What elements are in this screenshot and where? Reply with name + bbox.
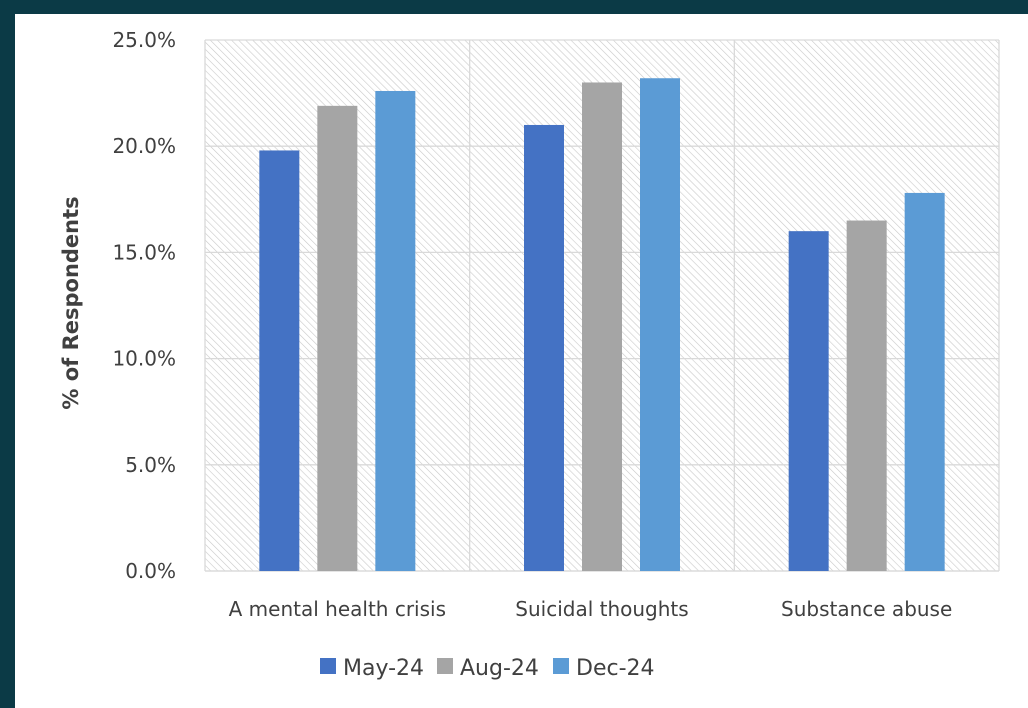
x-axis-ticks: A mental health crisis Suicidal thoughts S… <box>229 597 953 621</box>
bar <box>846 220 887 572</box>
bar <box>259 150 300 571</box>
legend-item: May-24 <box>320 656 424 681</box>
y-tick-label: 15.0% <box>112 240 176 264</box>
bar <box>375 90 416 571</box>
bars <box>259 78 945 572</box>
legend-label: Aug-24 <box>460 656 539 681</box>
legend-swatch <box>437 658 453 674</box>
bar <box>317 105 358 572</box>
bar <box>788 231 829 571</box>
legend-item: Dec-24 <box>553 656 655 681</box>
legend-item: Aug-24 <box>437 656 539 681</box>
x-tick-label: A mental health crisis <box>229 597 446 621</box>
legend: May-24 Aug-24 Dec-24 <box>320 656 655 681</box>
bar <box>524 124 564 572</box>
legend-label: May-24 <box>343 656 424 681</box>
y-tick-label: 25.0% <box>112 28 176 52</box>
bar <box>640 78 680 572</box>
y-tick-label: 10.0% <box>112 347 176 371</box>
y-tick-label: 20.0% <box>112 134 176 158</box>
bar <box>904 192 945 572</box>
y-axis-label: % of Respondents <box>59 196 83 409</box>
y-axis-ticks: 0.0% 5.0% 10.0% 15.0% 20.0% 25.0% <box>112 28 176 583</box>
legend-swatch <box>553 658 569 674</box>
legend-label: Dec-24 <box>576 656 655 681</box>
x-tick-label: Substance abuse <box>781 597 952 621</box>
x-tick-label: Suicidal thoughts <box>515 597 688 621</box>
legend-swatch <box>320 658 336 674</box>
bar <box>582 82 622 571</box>
y-tick-label: 5.0% <box>125 453 176 477</box>
y-tick-label: 0.0% <box>125 559 176 583</box>
